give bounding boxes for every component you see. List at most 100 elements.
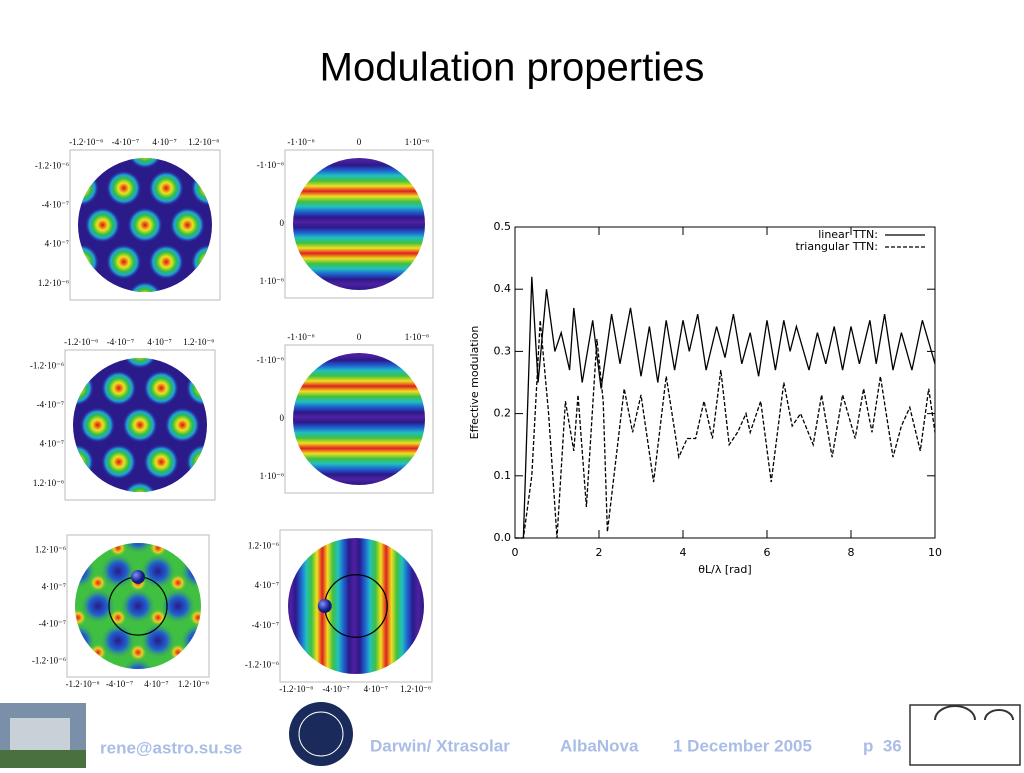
panel-spot	[209, 574, 227, 592]
panel-spot	[143, 370, 180, 406]
panel-x-tick-label: 4·10⁻⁷	[144, 679, 168, 689]
panel-y-tick-label: 4·10⁻⁷	[45, 239, 69, 249]
panel-spot	[189, 608, 201, 627]
panel-frame	[284, 149, 434, 299]
y-tick-label: 0.1	[494, 469, 512, 482]
panel-x-tick-label: 1.2·10⁻⁶	[188, 137, 219, 147]
panel-frame	[66, 534, 210, 678]
panel-spot	[148, 244, 185, 280]
panel-y-tick-label: 1.2·10⁻⁶	[35, 545, 66, 555]
panel-spot	[100, 622, 136, 659]
panel-x-tick-label: 1.2·10⁻⁶	[178, 679, 209, 689]
panel-spot	[180, 622, 201, 659]
panel-x-tick-label: -4·10⁻⁷	[322, 684, 349, 694]
panel-x-tick-label: -1.2·10⁻⁶	[279, 684, 313, 694]
panel-x-tick-label: -1.2·10⁻⁶	[65, 679, 99, 689]
panel-x-tick-label: -1·10⁻⁶	[287, 332, 314, 342]
panel-y-tick-label: -1·10⁻⁶	[257, 160, 284, 170]
panel-spot	[169, 281, 206, 292]
panel-spot	[233, 170, 269, 206]
panel-spot	[127, 158, 163, 170]
panel-frame	[64, 349, 216, 501]
panel-spot	[79, 481, 116, 492]
x-tick-label: 2	[596, 546, 603, 559]
panel-spot	[160, 543, 196, 555]
panel-frame	[284, 344, 434, 494]
x-axis-label: θL/λ [rad]	[698, 563, 751, 576]
panel-bg	[288, 538, 424, 674]
panel-spot	[84, 281, 121, 292]
panel-spot	[73, 444, 95, 480]
panel-frame	[69, 149, 221, 301]
panel-spot	[122, 407, 158, 443]
footer-place: AlbaNova	[560, 736, 639, 755]
panel-x-tick-label: 4·10⁻⁷	[364, 684, 388, 694]
panel-spot	[122, 358, 158, 370]
panel-image	[293, 158, 425, 290]
panel-spot	[120, 588, 156, 624]
planet-ball	[131, 569, 145, 584]
panel-y-tick-label: -4·10⁻⁷	[42, 199, 69, 209]
legend-label: triangular TTN:	[795, 240, 878, 253]
panel-spot	[140, 553, 176, 590]
y-axis-label: Effective modulation	[468, 326, 481, 440]
panel-spot	[190, 170, 212, 206]
panel-x-tick-label: 0	[357, 137, 362, 147]
panel-spot	[185, 370, 207, 406]
panel-spot	[127, 207, 163, 243]
panel-spot	[200, 543, 201, 555]
panel-bg	[293, 353, 425, 485]
panel-spot	[37, 407, 73, 443]
observatory-drawing	[909, 704, 1021, 766]
plot-frame	[514, 226, 936, 539]
panel-spot	[228, 444, 264, 480]
y-tick-label: 0.0	[494, 531, 512, 544]
observatory-domes	[934, 705, 1014, 721]
panel-spot	[229, 539, 247, 557]
panel-spot	[190, 244, 212, 280]
footer-project: Darwin/ Xtrasolar	[370, 736, 510, 755]
panel-spot	[180, 553, 201, 590]
panel-x-tick-label: 4·10⁻⁷	[147, 337, 171, 347]
footer-email: rene@astro.su.se	[100, 738, 242, 757]
panel-spot	[80, 588, 116, 624]
panel-x-tick-label: 1·10⁻⁶	[405, 332, 429, 342]
panel-y-tick-label: -1·10⁻⁶	[257, 355, 284, 365]
panel-image	[288, 538, 424, 674]
panel-spot	[120, 543, 156, 555]
building-photo-trees	[0, 750, 86, 768]
panel-spot	[207, 481, 243, 517]
panel-spot	[209, 644, 227, 662]
panel-spot	[220, 553, 256, 589]
panel-y-tick-label: -1.2·10⁻⁶	[30, 360, 64, 370]
university-seal-ring	[298, 711, 344, 757]
panel-spot	[148, 170, 185, 206]
panel-spot	[122, 481, 158, 492]
panel-spot	[185, 444, 207, 480]
panel-x-tick-label: -4·10⁻⁷	[112, 137, 139, 147]
panel-spot	[233, 244, 269, 280]
panel-spot	[120, 657, 156, 669]
panel-y-tick-label: 0	[280, 413, 285, 423]
slide-title: Modulation properties	[320, 46, 705, 90]
panel-y-tick-label: -1.2·10⁻⁶	[245, 660, 279, 670]
panel-y-tick-label: 1.2·10⁻⁶	[248, 540, 279, 550]
panel-x-tick-label: 1.2·10⁻⁶	[400, 684, 431, 694]
panel-x-tick-label: -1.2·10⁻⁶	[69, 137, 103, 147]
x-tick-label: 8	[848, 546, 855, 559]
panel-image	[293, 353, 425, 485]
panel-spot	[105, 244, 142, 280]
panel-x-tick-label: 1.2·10⁻⁶	[183, 337, 214, 347]
panel-spot	[229, 678, 247, 696]
panel-x-tick-label: -4·10⁻⁷	[107, 337, 134, 347]
panel-spot	[212, 281, 248, 317]
panel-y-tick-label: 1.2·10⁻⁶	[38, 278, 69, 288]
panel-y-tick-label: -4·10⁻⁷	[252, 620, 279, 630]
panel-spot	[42, 207, 78, 243]
panel-spot	[249, 644, 267, 662]
panel-y-tick-label: 4·10⁻⁷	[42, 582, 66, 592]
panel-y-tick-label: -1.2·10⁻⁶	[35, 160, 69, 170]
panel-y-tick-label: 0	[280, 218, 285, 228]
panel-spot	[228, 370, 264, 406]
